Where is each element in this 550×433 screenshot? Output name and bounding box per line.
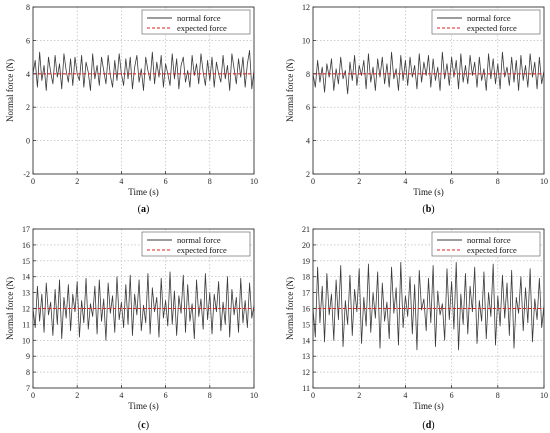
y-tick-label: 11	[22, 320, 30, 329]
x-tick-label: 4	[403, 177, 407, 186]
y-tick-label: 12	[302, 3, 310, 12]
x-tick-label: 4	[119, 391, 123, 400]
legend-label: normal force	[177, 235, 221, 245]
y-tick-label: 18	[302, 273, 310, 282]
series-normal-force-line	[32, 271, 255, 341]
legend-box	[431, 9, 541, 35]
y-axis-label: Normal force (N)	[5, 59, 15, 122]
x-tick-label: 8	[496, 177, 500, 186]
x-axis-label: Time (s)	[413, 187, 443, 197]
x-tick-label: 8	[496, 391, 500, 400]
y-tick-label: 8	[26, 3, 30, 12]
x-tick-label: 10	[250, 177, 258, 186]
legend-label: expected force	[467, 245, 517, 255]
plot-frame	[312, 6, 545, 175]
legend-label: normal force	[467, 235, 511, 245]
y-axis-label: Normal force (N)	[285, 59, 295, 122]
y-tick-label: 21	[302, 225, 310, 234]
legend-box	[141, 9, 251, 35]
x-tick-label: 10	[540, 177, 548, 186]
panel-label-d: (d)	[422, 420, 434, 431]
y-tick-label: 4	[26, 70, 30, 79]
legend-label: expected force	[177, 245, 227, 255]
y-tick-label: 13	[22, 289, 30, 298]
y-axis-label: Normal force (N)	[285, 277, 295, 340]
y-tick-label: 12	[22, 305, 30, 314]
x-tick-label: 0	[31, 391, 35, 400]
x-axis-label: Time (s)	[413, 401, 443, 411]
y-tick-label: -2	[23, 170, 30, 179]
y-tick-label: 7	[26, 384, 30, 393]
y-tick-label: 14	[22, 273, 30, 282]
x-tick-label: 4	[119, 177, 123, 186]
y-tick-label: 17	[302, 289, 310, 298]
x-tick-label: 2	[357, 177, 361, 186]
y-tick-label: 0	[26, 137, 30, 146]
panel-label-a: (a)	[138, 204, 150, 215]
x-tick-label: 6	[164, 391, 168, 400]
panel-label-c: (c)	[138, 420, 149, 431]
series-normal-force-line	[32, 50, 255, 91]
x-tick-label: 2	[75, 177, 79, 186]
x-tick-label: 0	[311, 177, 315, 186]
x-tick-label: 8	[208, 391, 212, 400]
y-tick-label: 6	[26, 36, 30, 45]
x-tick-label: 6	[450, 391, 454, 400]
y-tick-label: 11	[302, 384, 310, 393]
legend-box	[141, 231, 251, 257]
chart-c: 0 2 4 6 8 10 7 8 9 10 11 12 13 14 15 16 17 Time (s) Normal…	[5, 225, 258, 411]
legend-box	[431, 231, 541, 257]
legend-label: expected force	[467, 23, 517, 33]
panel-label-b: (b)	[422, 204, 434, 215]
y-tick-label: 19	[302, 257, 310, 266]
y-tick-label: 8	[26, 368, 30, 377]
y-tick-label: 10	[302, 36, 310, 45]
x-tick-label: 8	[208, 177, 212, 186]
y-tick-label: 6	[306, 103, 310, 112]
x-tick-label: 0	[311, 391, 315, 400]
plot-frame	[32, 6, 255, 175]
x-tick-label: 6	[450, 177, 454, 186]
y-tick-label: 15	[302, 320, 310, 329]
y-tick-label: 2	[26, 103, 30, 112]
x-tick-label: 10	[540, 391, 548, 400]
y-tick-label: 13	[302, 352, 310, 361]
series-normal-force-line	[312, 261, 545, 351]
y-tick-label: 20	[302, 241, 310, 250]
y-tick-label: 10	[22, 336, 30, 345]
x-tick-label: 10	[250, 391, 258, 400]
y-axis-label: Normal force (N)	[5, 277, 15, 340]
plot-area	[313, 7, 544, 174]
x-tick-label: 0	[31, 177, 35, 186]
y-tick-label: 15	[22, 257, 30, 266]
y-tick-label: 2	[306, 170, 310, 179]
y-tick-label: 8	[306, 70, 310, 79]
y-tick-label: 16	[302, 305, 310, 314]
y-tick-label: 14	[302, 336, 310, 345]
x-axis-label: Time (s)	[128, 187, 158, 197]
y-tick-label: 9	[26, 352, 30, 361]
x-tick-label: 2	[357, 391, 361, 400]
y-tick-label: 4	[306, 137, 310, 146]
chart-d: 0 2 4 6 8 10 11 12 13 14 15 16 17 18 19 20 21 Time (s) Nor…	[285, 225, 548, 411]
legend-label: normal force	[467, 13, 511, 23]
x-axis-label: Time (s)	[128, 401, 158, 411]
legend-label: expected force	[177, 23, 227, 33]
legend-label: normal force	[177, 13, 221, 23]
y-tick-label: 12	[302, 368, 310, 377]
x-tick-label: 6	[164, 177, 168, 186]
y-tick-label: 16	[22, 241, 30, 250]
y-tick-label: 17	[22, 225, 30, 234]
x-tick-label: 2	[75, 391, 79, 400]
x-tick-label: 4	[403, 391, 407, 400]
